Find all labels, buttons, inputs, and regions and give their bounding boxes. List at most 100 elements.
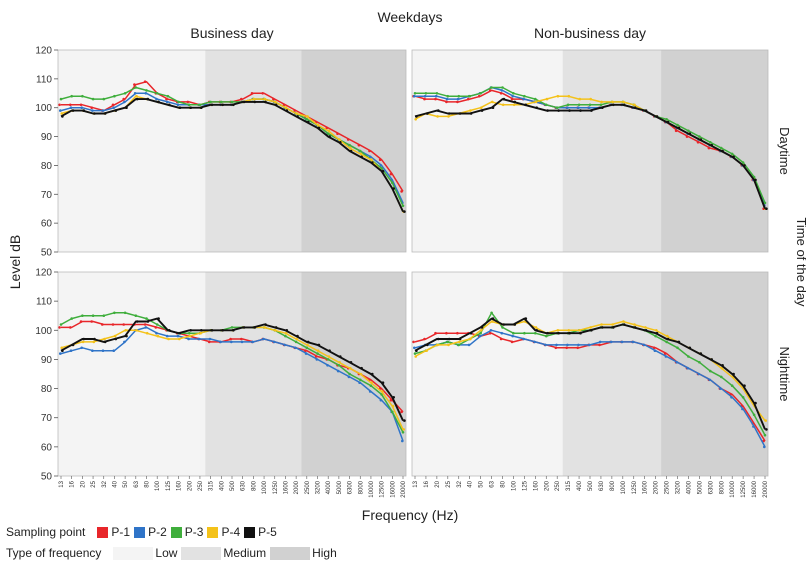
x-tick-label: 12500 [741, 480, 747, 497]
data-point-p-4 [469, 109, 472, 112]
data-point-p-5 [317, 126, 321, 130]
data-point-p-4 [480, 106, 483, 109]
data-point-p-4 [188, 334, 192, 338]
x-tick-label: 8000 [719, 480, 725, 494]
series-line-p-5 [414, 98, 766, 210]
data-point-p-2 [467, 343, 471, 347]
data-point-p-1 [250, 92, 254, 95]
x-tick-label: 4000 [686, 480, 692, 494]
data-point-p-2 [230, 340, 233, 344]
data-point-p-5 [666, 120, 670, 124]
x-tick-label: 13 [413, 480, 419, 487]
data-point-p-2 [588, 106, 591, 109]
data-point-p-3 [348, 372, 351, 376]
legend-label-p4: P-4 [221, 525, 241, 539]
data-point-p-3 [102, 97, 106, 101]
data-point-p-5 [754, 178, 757, 182]
data-point-p-2 [358, 381, 361, 385]
data-point-p-2 [752, 425, 755, 428]
data-point-p-2 [401, 439, 404, 443]
data-point-p-2 [123, 340, 126, 344]
data-point-p-3 [91, 314, 95, 318]
data-point-p-3 [155, 92, 159, 95]
x-tick-label: 200 [544, 480, 550, 491]
data-point-p-3 [70, 317, 73, 320]
data-point-p-5 [114, 109, 118, 112]
data-point-p-4 [135, 94, 138, 98]
data-point-p-3 [698, 135, 701, 138]
data-point-p-4 [764, 419, 767, 422]
x-tick-label: 80 [501, 480, 507, 487]
data-point-p-2 [176, 103, 180, 107]
data-point-p-1 [423, 337, 426, 341]
x-tick-label: 20000 [763, 480, 769, 497]
data-point-p-5 [168, 103, 171, 107]
data-point-p-3 [348, 143, 351, 147]
x-tick-label: 400 [577, 480, 583, 491]
data-point-p-5 [743, 164, 746, 167]
x-tick-label: 1600 [283, 480, 289, 494]
data-point-p-5 [710, 358, 713, 361]
x-tick-label: 160 [177, 480, 183, 491]
data-point-p-4 [402, 428, 406, 431]
data-point-p-5 [655, 331, 659, 335]
data-point-p-5 [666, 337, 670, 341]
x-tick-label: 800 [251, 480, 257, 491]
legend-swatch-p5 [244, 526, 256, 538]
x-tick-label: 16000 [390, 480, 396, 497]
data-point-p-5 [765, 207, 768, 210]
data-point-p-1 [499, 337, 503, 341]
data-point-p-3 [59, 323, 63, 326]
data-point-p-5 [491, 317, 495, 320]
data-point-p-3 [457, 343, 461, 347]
data-point-p-5 [491, 106, 495, 109]
data-point-p-3 [687, 355, 690, 358]
data-point-p-3 [741, 161, 745, 164]
data-point-p-1 [565, 346, 568, 350]
data-point-p-5 [274, 326, 278, 329]
data-point-p-3 [534, 97, 537, 101]
data-point-p-4 [425, 349, 428, 353]
y-tick-label: 100 [35, 103, 52, 114]
data-point-p-3 [326, 358, 330, 361]
data-point-p-4 [60, 346, 63, 350]
legend-swatch-p1 [97, 526, 109, 538]
data-point-p-2 [165, 334, 169, 338]
data-point-p-2 [101, 349, 105, 353]
legend-label-p1: P-1 [111, 525, 131, 539]
data-point-p-4 [60, 112, 63, 115]
data-point-p-4 [611, 100, 614, 104]
data-point-p-4 [589, 97, 592, 101]
data-point-p-2 [336, 369, 340, 373]
data-point-p-3 [123, 92, 127, 95]
data-point-p-1 [663, 352, 667, 355]
legend-label-p2: P-2 [148, 525, 167, 539]
data-point-p-2 [91, 109, 94, 112]
data-point-p-1 [90, 106, 93, 109]
right-axis-title: Time of the day [794, 217, 806, 307]
data-point-p-4 [338, 361, 341, 364]
x-tick-label: 1250 [273, 480, 279, 494]
data-point-p-4 [578, 97, 582, 101]
data-point-p-3 [490, 311, 493, 315]
data-point-p-3 [401, 431, 405, 434]
data-point-p-3 [730, 384, 734, 388]
data-point-p-1 [90, 320, 93, 323]
data-point-p-5 [125, 106, 128, 109]
data-point-p-1 [336, 132, 339, 135]
data-point-p-3 [687, 129, 690, 133]
data-point-p-5 [285, 329, 289, 332]
x-tick-label: 160 [533, 480, 539, 491]
x-tick-label: 500 [230, 480, 236, 491]
data-point-p-1 [477, 94, 481, 98]
data-point-p-4 [666, 334, 669, 338]
y-tick-label: 80 [41, 161, 53, 172]
data-point-p-2 [719, 387, 722, 390]
data-point-p-5 [349, 361, 353, 364]
x-tick-label: 125 [166, 480, 172, 491]
data-point-p-1 [165, 97, 168, 101]
data-point-p-3 [654, 334, 657, 338]
data-point-p-4 [644, 326, 647, 329]
legend-label-p3: P-3 [184, 525, 204, 539]
data-point-p-2 [59, 352, 62, 355]
